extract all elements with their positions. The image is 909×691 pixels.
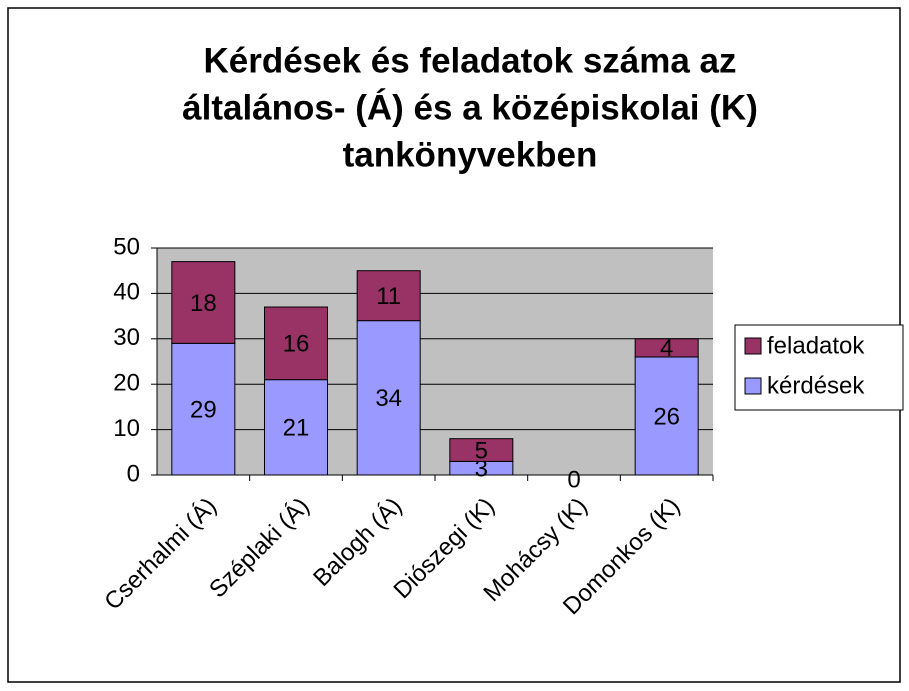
y-tick-label: 20 [113,370,140,397]
bar-segment [449,438,514,462]
y-tick-label: 40 [113,279,140,306]
data-label: 26 [653,403,680,430]
legend-label: feladatok [767,332,865,359]
chart-title: Kérdések és feladatok száma az [203,41,736,80]
legend-swatch [744,337,762,355]
legend-swatch [744,377,762,395]
chart-title: tankönyvekben [343,135,598,174]
bar-segment [264,379,328,476]
data-label: 16 [283,331,310,358]
bar-segment [634,356,699,476]
y-tick-label: 30 [113,324,140,351]
data-label: 4 [660,335,673,362]
data-label: 29 [190,397,217,424]
bar-segment [634,338,699,358]
data-label: 3 [475,456,488,483]
data-label: 0 [567,466,580,493]
data-label: 11 [376,283,401,310]
bar-segment [171,261,236,344]
y-tick-label: 10 [113,415,140,442]
legend-label: kérdések [767,372,865,399]
data-label: 18 [190,290,217,317]
bar-segment [356,270,421,322]
data-label: 5 [475,437,488,464]
data-label: 34 [375,385,402,412]
y-tick-label: 50 [113,233,140,260]
chart-title: általános- (Á) és a középiskolai (K) [182,87,758,127]
bar-segment [171,342,236,476]
bar-segment [264,306,328,381]
y-tick-label: 0 [127,460,140,487]
bar-segment [356,320,421,476]
plot-area [157,248,713,475]
data-label: 21 [283,415,310,442]
legend-box [734,324,904,411]
